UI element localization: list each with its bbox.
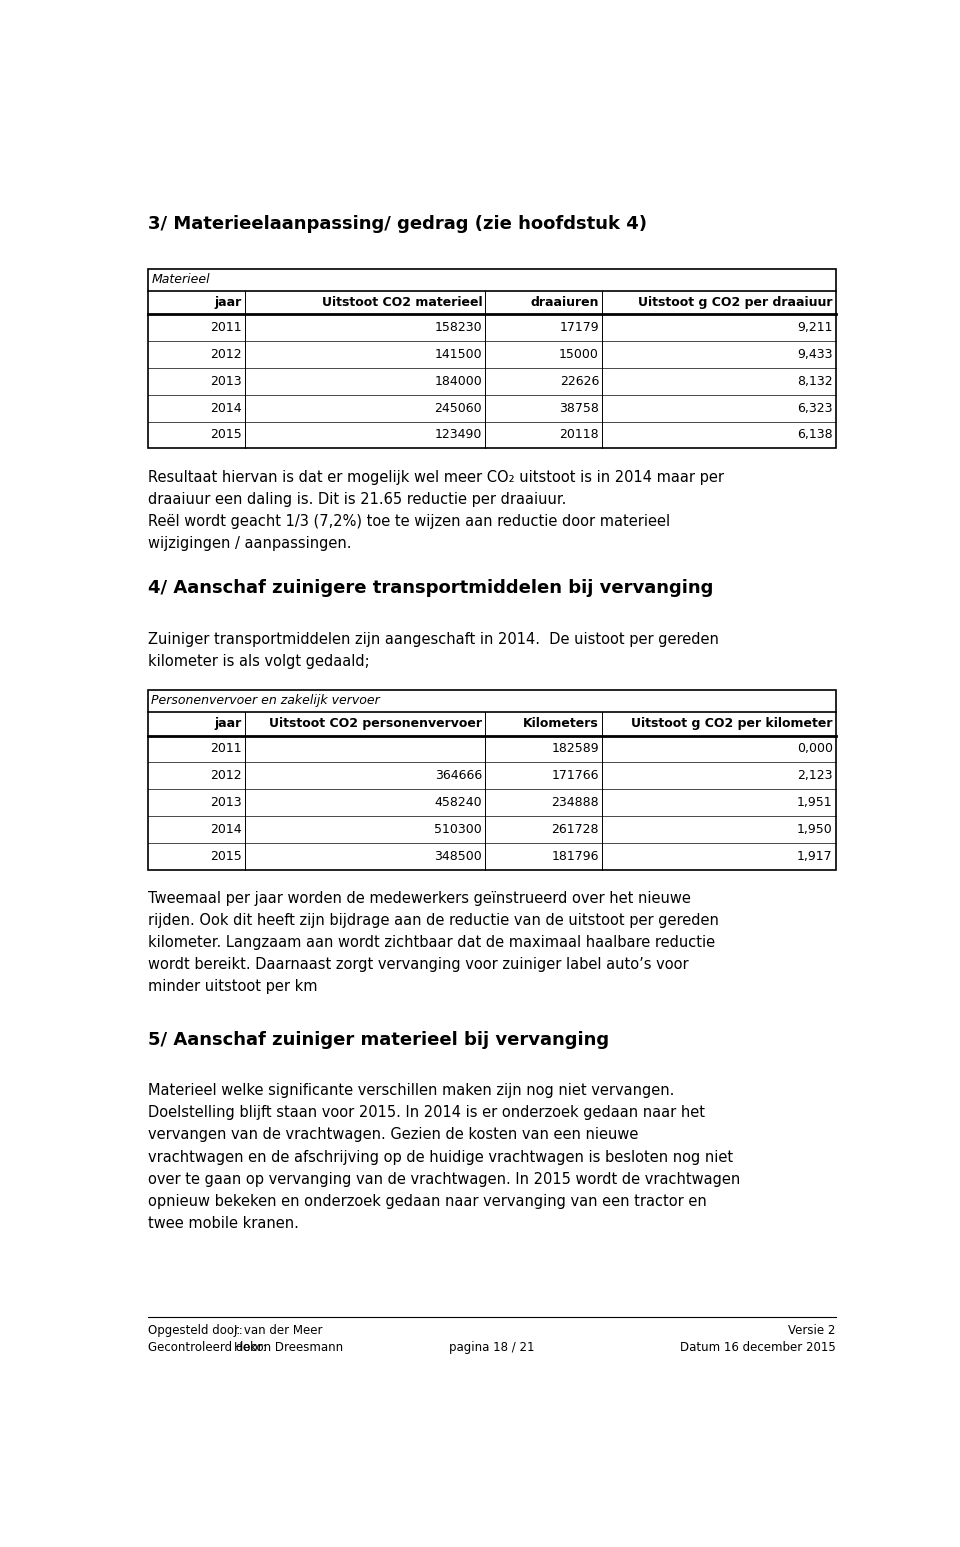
- Text: 458240: 458240: [435, 797, 482, 809]
- Text: 38758: 38758: [559, 402, 599, 415]
- Text: jaar: jaar: [214, 718, 242, 730]
- Text: Gecontroleerd door:: Gecontroleerd door:: [148, 1341, 267, 1354]
- Bar: [148, 690, 836, 869]
- Text: 184000: 184000: [434, 374, 482, 388]
- Text: 2014: 2014: [210, 402, 242, 415]
- Text: 2013: 2013: [210, 797, 242, 809]
- Text: rijden. Ook dit heeft zijn bijdrage aan de reductie van de uitstoot per gereden: rijden. Ook dit heeft zijn bijdrage aan …: [148, 913, 719, 928]
- Text: 9,433: 9,433: [797, 348, 832, 360]
- Text: 2015: 2015: [210, 429, 242, 441]
- Text: 2,123: 2,123: [797, 769, 832, 783]
- Text: 123490: 123490: [435, 429, 482, 441]
- Text: 15000: 15000: [559, 348, 599, 360]
- Text: 348500: 348500: [434, 849, 482, 863]
- Text: 4/ Aanschaf zuinigere transportmiddelen bij vervanging: 4/ Aanschaf zuinigere transportmiddelen …: [148, 580, 713, 597]
- Text: kilometer. Langzaam aan wordt zichtbaar dat de maximaal haalbare reductie: kilometer. Langzaam aan wordt zichtbaar …: [148, 934, 715, 950]
- Text: 6,138: 6,138: [797, 429, 832, 441]
- Text: 2013: 2013: [210, 374, 242, 388]
- Text: Doelstelling blijft staan voor 2015. In 2014 is er onderzoek gedaan naar het: Doelstelling blijft staan voor 2015. In …: [148, 1106, 706, 1120]
- Text: 5/ Aanschaf zuiniger materieel bij vervanging: 5/ Aanschaf zuiniger materieel bij verva…: [148, 1030, 610, 1049]
- Text: draaiuren: draaiuren: [531, 295, 599, 309]
- Text: opnieuw bekeken en onderzoek gedaan naar vervanging van een tractor en: opnieuw bekeken en onderzoek gedaan naar…: [148, 1194, 707, 1208]
- Text: minder uitstoot per km: minder uitstoot per km: [148, 979, 318, 995]
- Text: twee mobile kranen.: twee mobile kranen.: [148, 1216, 300, 1230]
- Text: 20118: 20118: [560, 429, 599, 441]
- Text: Kilometers: Kilometers: [523, 718, 599, 730]
- Text: Uitstoot g CO2 per kilometer: Uitstoot g CO2 per kilometer: [632, 718, 832, 730]
- Text: 245060: 245060: [435, 402, 482, 415]
- Text: 6,323: 6,323: [797, 402, 832, 415]
- Text: draaiuur een daling is. Dit is 21.65 reductie per draaiuur.: draaiuur een daling is. Dit is 21.65 red…: [148, 492, 566, 507]
- Text: 22626: 22626: [560, 374, 599, 388]
- Text: kilometer is als volgt gedaald;: kilometer is als volgt gedaald;: [148, 654, 370, 668]
- Text: Materieel: Materieel: [152, 274, 210, 286]
- Text: 17179: 17179: [560, 322, 599, 334]
- Text: Versie 2: Versie 2: [788, 1324, 836, 1338]
- Text: wordt bereikt. Daarnaast zorgt vervanging voor zuiniger label auto’s voor: wordt bereikt. Daarnaast zorgt vervangin…: [148, 958, 689, 972]
- Text: 8,132: 8,132: [797, 374, 832, 388]
- Text: Uitstoot CO2 materieel: Uitstoot CO2 materieel: [322, 295, 482, 309]
- Text: 2014: 2014: [210, 823, 242, 835]
- Text: 182589: 182589: [551, 743, 599, 755]
- Text: Materieel welke significante verschillen maken zijn nog niet vervangen.: Materieel welke significante verschillen…: [148, 1083, 675, 1098]
- Text: jaar: jaar: [214, 295, 242, 309]
- Text: 158230: 158230: [435, 322, 482, 334]
- Text: 2015: 2015: [210, 849, 242, 863]
- Text: Tweemaal per jaar worden de medewerkers geïnstrueerd over het nieuwe: Tweemaal per jaar worden de medewerkers …: [148, 891, 691, 907]
- Text: 9,211: 9,211: [797, 322, 832, 334]
- Text: wijzigingen / aanpassingen.: wijzigingen / aanpassingen.: [148, 535, 351, 551]
- Text: Uitstoot g CO2 per draaiuur: Uitstoot g CO2 per draaiuur: [638, 295, 832, 309]
- Text: 2011: 2011: [210, 322, 242, 334]
- Text: Uitstoot CO2 personenvervoer: Uitstoot CO2 personenvervoer: [269, 718, 482, 730]
- Text: Zuiniger transportmiddelen zijn aangeschaft in 2014.  De uistoot per gereden: Zuiniger transportmiddelen zijn aangesch…: [148, 631, 719, 647]
- Text: 1,950: 1,950: [797, 823, 832, 835]
- Bar: [148, 269, 836, 449]
- Text: Hekon Dreesmann: Hekon Dreesmann: [234, 1341, 343, 1354]
- Text: vrachtwagen en de afschrijving op de huidige vrachtwagen is besloten nog niet: vrachtwagen en de afschrijving op de hui…: [148, 1149, 733, 1165]
- Text: 2012: 2012: [210, 769, 242, 783]
- Text: Reël wordt geacht 1/3 (7,2%) toe te wijzen aan reductie door materieel: Reël wordt geacht 1/3 (7,2%) toe te wijz…: [148, 514, 670, 529]
- Text: 0,000: 0,000: [797, 743, 832, 755]
- Text: 181796: 181796: [551, 849, 599, 863]
- Text: J. van der Meer: J. van der Meer: [234, 1324, 324, 1338]
- Text: Opgesteld door:: Opgesteld door:: [148, 1324, 243, 1338]
- Text: pagina 18 / 21: pagina 18 / 21: [449, 1341, 535, 1354]
- Text: 2012: 2012: [210, 348, 242, 360]
- Text: 1,917: 1,917: [797, 849, 832, 863]
- Text: 2011: 2011: [210, 743, 242, 755]
- Text: 510300: 510300: [434, 823, 482, 835]
- Text: 141500: 141500: [435, 348, 482, 360]
- Text: Resultaat hiervan is dat er mogelijk wel meer CO₂ uitstoot is in 2014 maar per: Resultaat hiervan is dat er mogelijk wel…: [148, 470, 724, 484]
- Text: 171766: 171766: [551, 769, 599, 783]
- Text: 234888: 234888: [551, 797, 599, 809]
- Text: vervangen van de vrachtwagen. Gezien de kosten van een nieuwe: vervangen van de vrachtwagen. Gezien de …: [148, 1128, 638, 1143]
- Text: Personenvervoer en zakelijk vervoer: Personenvervoer en zakelijk vervoer: [152, 695, 380, 707]
- Text: over te gaan op vervanging van de vrachtwagen. In 2015 wordt de vrachtwagen: over te gaan op vervanging van de vracht…: [148, 1171, 740, 1187]
- Text: 1,951: 1,951: [797, 797, 832, 809]
- Text: 261728: 261728: [551, 823, 599, 835]
- Text: 364666: 364666: [435, 769, 482, 783]
- Text: Datum 16 december 2015: Datum 16 december 2015: [680, 1341, 836, 1354]
- Text: 3/ Materieelaanpassing/ gedrag (zie hoofdstuk 4): 3/ Materieelaanpassing/ gedrag (zie hoof…: [148, 215, 647, 234]
